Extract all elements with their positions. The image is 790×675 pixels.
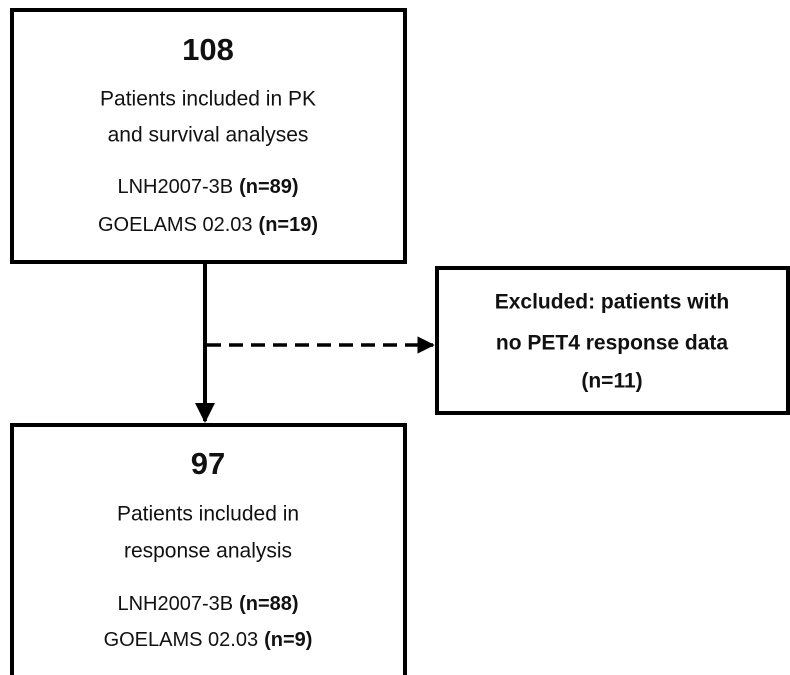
group-n: (n=19) [259,214,318,236]
exclusion-line: (n=11) [581,370,642,393]
box-included-response [10,423,407,675]
group-line: GOELAMS 02.03 (n=9) [104,629,313,651]
group-line: GOELAMS 02.03 (n=19) [98,214,318,236]
node-label: and survival analyses [108,124,309,147]
group-n: (n=89) [239,176,298,198]
node-count: 97 [191,446,225,481]
group-line: LNH2007-3B (n=89) [117,176,298,198]
group-name: LNH2007-3B [117,593,233,615]
group-line: LNH2007-3B (n=88) [117,593,298,615]
group-n: (n=88) [239,593,298,615]
box-excluded [435,266,790,415]
node-label: response analysis [124,540,292,563]
group-name: LNH2007-3B [117,176,233,198]
node-label: Patients included in [117,503,299,526]
node-count: 108 [182,32,234,67]
content: 108 Patients included in PK and survival a… [98,32,729,651]
exclusion-line: Excluded: patients with [495,291,730,314]
group-n: (n=9) [264,629,312,651]
exclusion-line: no PET4 response data [496,332,729,355]
node-label: Patients included in PK [100,88,316,111]
box-included-pk [10,8,407,264]
group-name: GOELAMS 02.03 [98,214,253,236]
group-name: GOELAMS 02.03 [104,629,259,651]
